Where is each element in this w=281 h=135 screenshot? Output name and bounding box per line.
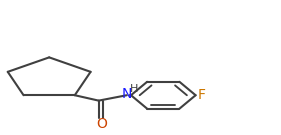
Text: O: O xyxy=(96,117,107,131)
Text: N: N xyxy=(122,87,132,101)
Text: H: H xyxy=(130,84,138,94)
Text: F: F xyxy=(198,88,206,102)
